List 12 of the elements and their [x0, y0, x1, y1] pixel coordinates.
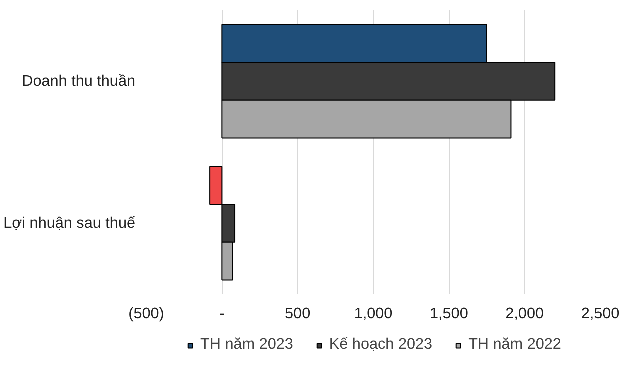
x-tick-label: (500) — [128, 306, 164, 322]
x-tick-label: 1,000 — [354, 306, 393, 322]
legend-label: Kế hoạch 2023 — [329, 336, 433, 354]
x-tick-label: 500 — [285, 306, 311, 322]
legend-label: TH năm 2022 — [468, 336, 562, 354]
x-tick-label: 2,500 — [581, 306, 620, 322]
y-tick-label: Doanh thu thuần — [22, 73, 136, 90]
x-tick-label: 1,500 — [430, 306, 468, 322]
x-tick-label: - — [220, 306, 225, 322]
legend-label: TH năm 2023 — [200, 336, 294, 354]
y-tick-label: Lợi nhuận sau thuế — [4, 215, 136, 232]
x-tick-label: 2,000 — [506, 306, 544, 322]
